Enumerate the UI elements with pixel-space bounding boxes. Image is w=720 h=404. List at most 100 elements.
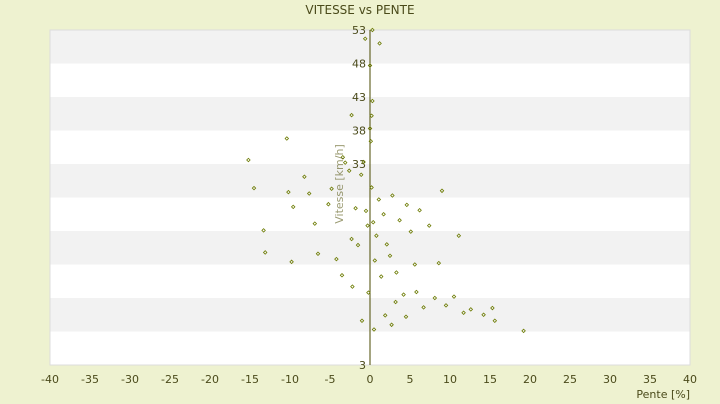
data-point [306,191,312,196]
y-tick-label: 43 [352,91,366,104]
data-point [368,138,374,144]
data-point [414,289,419,295]
data-point [339,272,345,278]
data-point [286,189,291,195]
data-point [370,98,375,104]
data-point [289,259,294,265]
x-tick-label: -30 [121,373,139,386]
data-point [365,223,370,228]
data-point [376,197,382,202]
x-tick-label: -5 [325,373,336,386]
x-tick-label: 0 [367,373,374,386]
data-point [382,313,388,318]
y-tick-label: 53 [352,24,366,37]
y-tick-label: 33 [352,158,366,171]
x-tick-labels: -40 -35 -30 -25 -20 -15 -10 -5 0 5 10 15 20 25 30 35 40 [41,373,697,386]
data-point [456,233,462,238]
data-point [426,223,432,228]
data-point [340,155,346,160]
data-point [393,299,398,305]
data-point [381,211,386,217]
data-point [384,242,390,247]
data-point [342,160,348,165]
y-tick-label: 38 [352,125,366,138]
data-point [367,63,373,68]
data-point [349,112,354,118]
data-point [367,126,373,131]
chart-title: VITESSE vs PENTE [305,3,414,17]
data-point [329,186,334,192]
data-point [246,157,251,163]
data-point [290,204,296,210]
data-point [490,305,495,311]
data-point [436,260,442,266]
data-point [401,292,406,297]
data-point [346,168,352,173]
x-tick-label: 20 [523,373,537,386]
data-point [334,256,339,262]
data-points [246,27,526,334]
data-point [370,27,375,33]
data-point [355,242,361,248]
x-tick-label: -25 [161,373,179,386]
data-point [492,318,498,324]
x-tick-label: -40 [41,373,59,386]
data-point [390,193,395,198]
data-point [359,318,365,324]
data-point [370,220,376,225]
y-tick-label: 48 [352,58,366,71]
data-point [397,218,402,223]
data-point [374,233,379,238]
data-point [371,327,377,332]
data-point [326,201,331,207]
data-point [369,185,374,190]
x-tick-label: -15 [241,373,259,386]
data-point [417,207,422,213]
data-point [366,290,371,295]
data-point [362,36,368,41]
data-point [389,322,394,328]
data-point [404,202,410,208]
data-point [302,174,307,179]
data-point [315,251,321,257]
x-tick-label: 10 [443,373,457,386]
data-point [443,303,449,308]
data-point [312,221,318,226]
data-point [432,295,438,301]
y-axis-label: Vitesse [km/h] [333,144,346,224]
y-tick-label: 3 [359,359,366,372]
data-point [369,113,374,119]
data-point [439,188,445,194]
data-point [394,270,399,275]
data-point [361,159,366,165]
data-point [349,236,354,242]
x-tick-label: -20 [201,373,219,386]
data-point [377,41,382,46]
data-point [461,310,466,316]
data-point [421,305,426,310]
data-point [521,328,526,334]
data-point [451,294,457,299]
data-point [387,253,393,259]
data-point [350,284,355,289]
x-tick-label: 35 [643,373,657,386]
data-point [358,172,364,177]
x-tick-label: 5 [407,373,414,386]
data-point [412,262,418,267]
data-point [403,314,409,320]
x-tick-label: 15 [483,373,497,386]
x-tick-label: 40 [683,373,697,386]
data-point [363,208,369,214]
data-point [251,185,257,191]
data-point [468,307,474,312]
data-point [372,258,378,263]
x-tick-label: -10 [281,373,299,386]
data-point [261,228,266,233]
x-tick-label: 30 [603,373,617,386]
x-axis-label: Pente [%] [636,388,690,400]
data-point [262,250,268,255]
data-point [378,274,384,279]
data-point [408,229,414,234]
